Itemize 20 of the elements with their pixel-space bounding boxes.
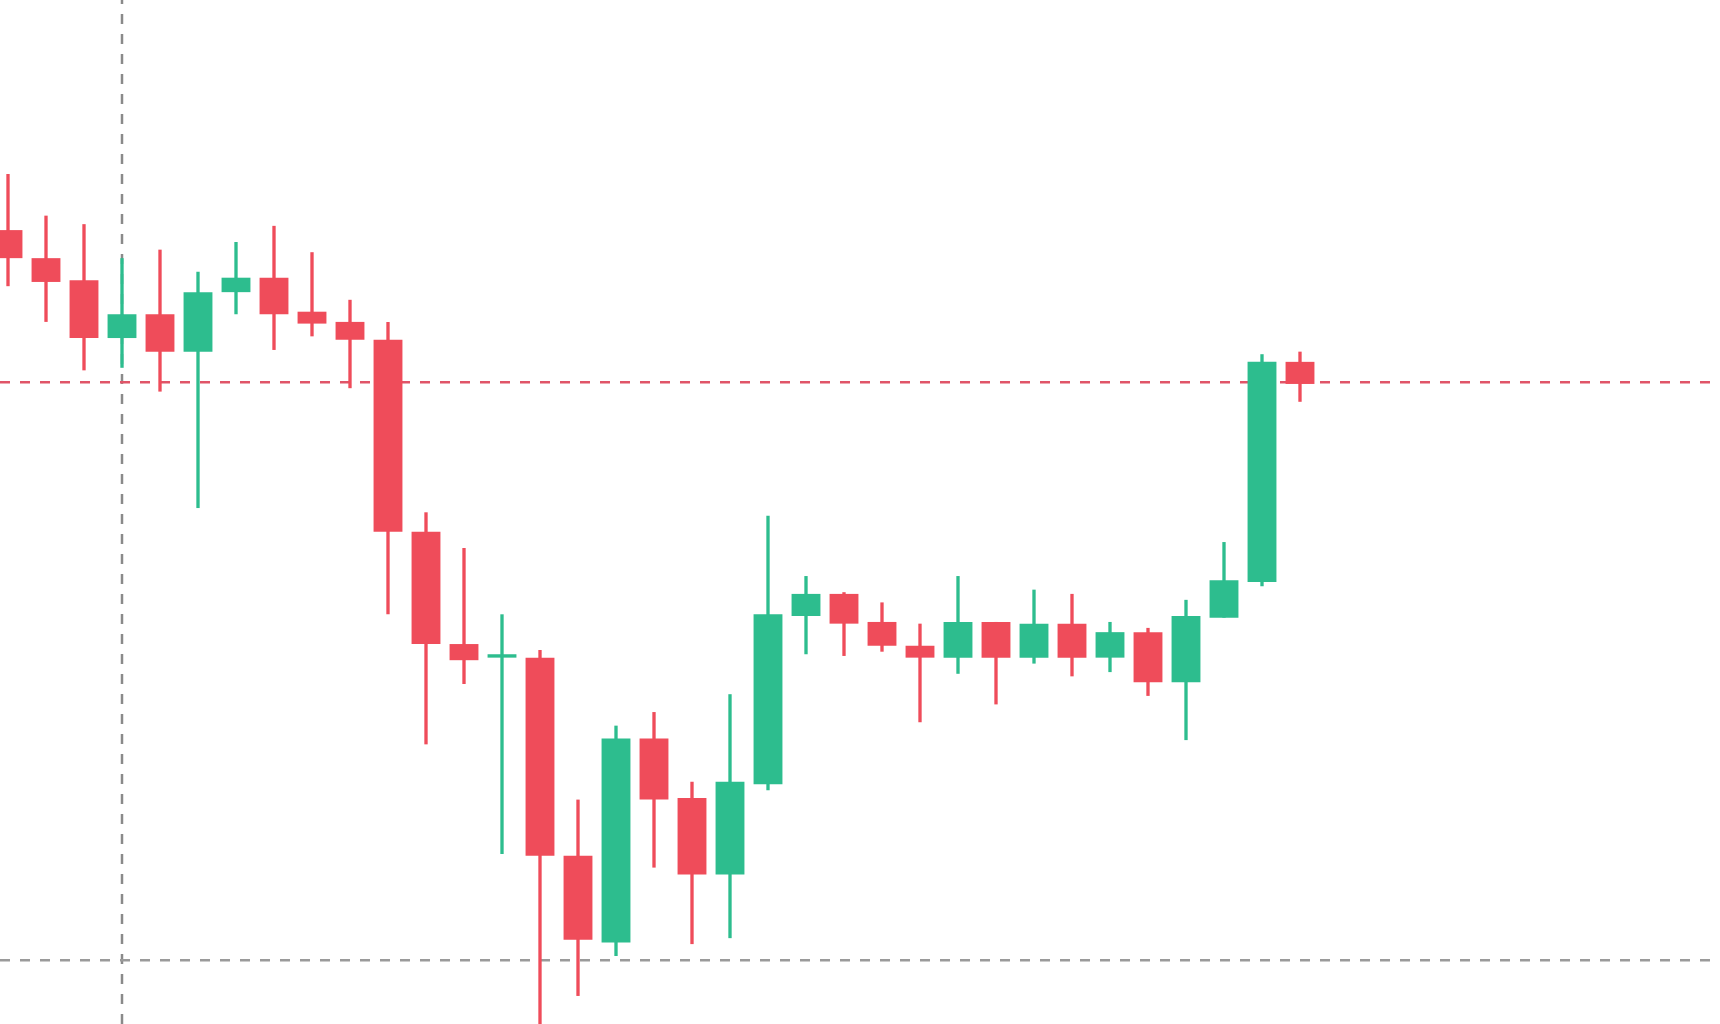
candlestick <box>221 240 251 316</box>
candlestick <box>145 247 175 394</box>
candlestick <box>981 620 1011 707</box>
candlestick <box>943 574 973 676</box>
candlestick <box>297 250 327 339</box>
candlestick <box>791 574 821 656</box>
candlestick <box>1019 587 1049 666</box>
candlestick <box>259 224 289 352</box>
candlestick <box>335 298 365 390</box>
candlestick <box>1285 349 1315 404</box>
candlestick <box>449 546 479 686</box>
candlestick <box>829 590 859 658</box>
candlestick <box>487 612 517 856</box>
candlestick <box>107 256 137 370</box>
candlestick <box>1209 540 1239 620</box>
candlestick <box>905 621 935 724</box>
candlestick <box>867 600 897 654</box>
candlestick <box>1095 620 1125 674</box>
candlestick <box>31 213 61 324</box>
candlestick <box>1057 592 1087 679</box>
